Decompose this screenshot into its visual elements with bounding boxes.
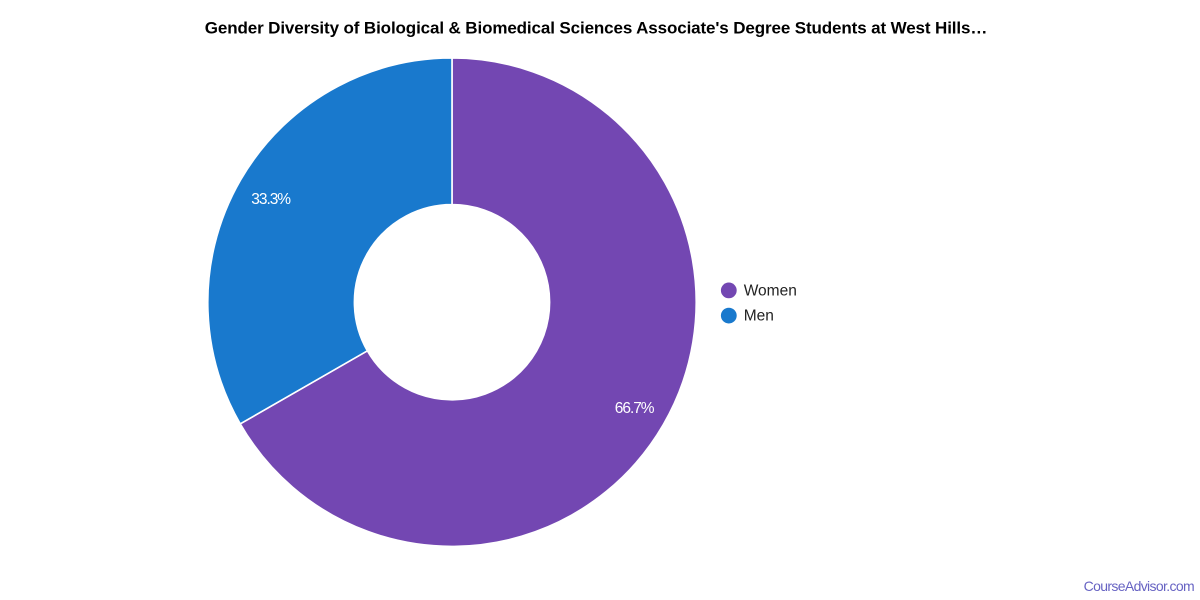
svg-text:Women: Women	[744, 283, 797, 300]
svg-text:CourseAdvisor.com: CourseAdvisor.com	[1084, 578, 1194, 594]
svg-text:33.3%: 33.3%	[251, 191, 291, 208]
svg-text:66.7%: 66.7%	[615, 400, 655, 417]
svg-text:Gender Diversity of Biological: Gender Diversity of Biological & Biomedi…	[205, 18, 987, 37]
svg-text:Men: Men	[744, 308, 774, 325]
